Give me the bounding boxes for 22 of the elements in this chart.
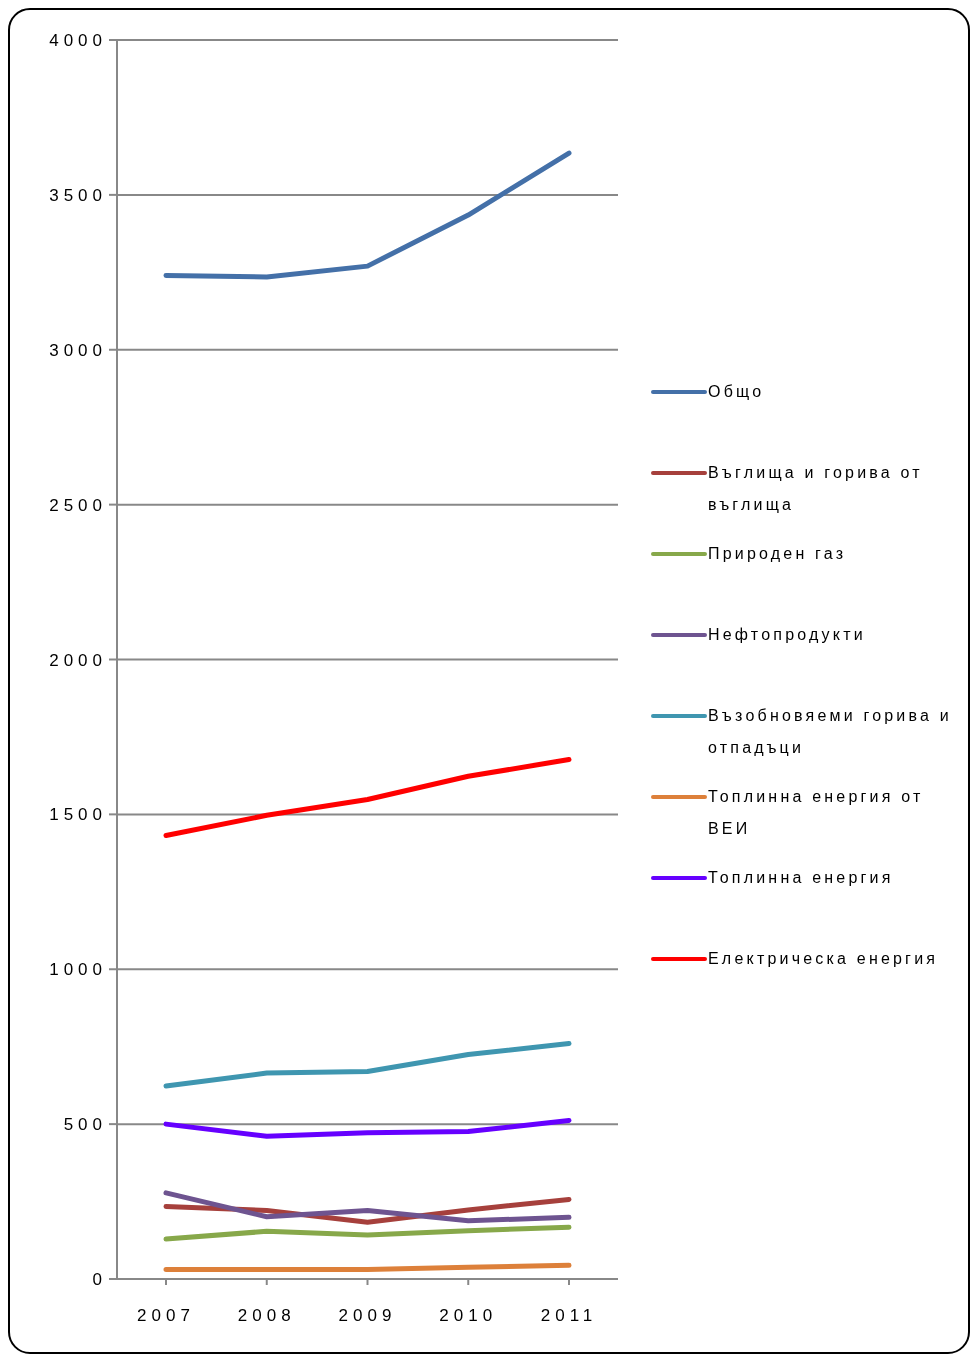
- x-tick-label: 2011: [540, 1306, 598, 1326]
- y-tick-label: 2000: [49, 650, 107, 670]
- y-tick-label: 3000: [49, 340, 107, 360]
- legend-label: Природен газ: [708, 544, 847, 564]
- y-tick-label: 500: [63, 1115, 107, 1135]
- legend-label: Общо: [708, 382, 765, 402]
- legend-label: Топлинна енергия от ВЕИ: [708, 787, 925, 839]
- legend-label: Топлинна енергия: [708, 868, 894, 888]
- legend-label: Електрическа енергия: [708, 949, 939, 969]
- x-tick-label: 2010: [439, 1306, 498, 1326]
- legend-label: Нефтопродукти: [708, 625, 866, 645]
- x-tick-label: 2009: [338, 1306, 397, 1326]
- legend-label: Възобновяеми горива и отпадъци: [708, 706, 953, 758]
- legend-label: Въглища и горива от въглища: [708, 463, 924, 515]
- x-tick-label: 2008: [237, 1306, 296, 1326]
- y-tick-label: 4000: [49, 31, 107, 51]
- y-tick-label: 0: [92, 1270, 107, 1290]
- y-tick-label: 2500: [49, 495, 107, 515]
- y-tick-label: 3500: [49, 185, 107, 205]
- y-tick-label: 1500: [49, 805, 107, 825]
- y-tick-label: 1000: [49, 960, 107, 980]
- x-tick-label: 2007: [137, 1306, 195, 1326]
